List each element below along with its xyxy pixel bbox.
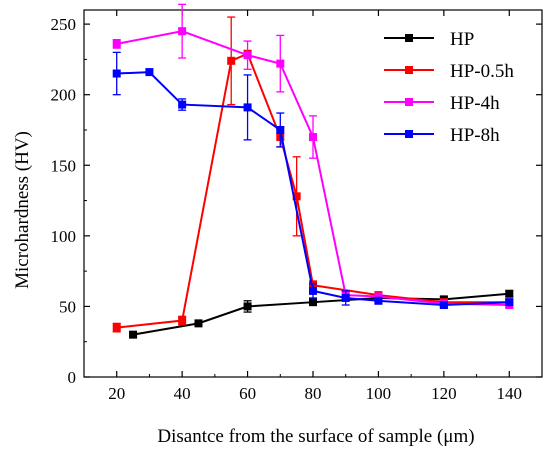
legend-item: HP <box>384 29 474 50</box>
series-layer <box>112 3 514 339</box>
data-point <box>374 292 383 301</box>
data-point <box>341 293 350 302</box>
data-point <box>178 100 187 109</box>
data-point <box>292 192 301 201</box>
data-point <box>145 68 154 77</box>
x-axis-title: Disantce from the surface of sample (μm) <box>157 426 474 447</box>
legend-item: HP-4h <box>384 93 500 114</box>
data-point <box>243 103 252 112</box>
data-point <box>505 289 514 298</box>
x-tick-label: 60 <box>239 384 256 403</box>
y-axis-title: Microhardness (HV) <box>12 131 33 289</box>
y-tick-label: 0 <box>68 368 77 387</box>
data-point <box>309 286 317 295</box>
series-line <box>116 71 510 307</box>
y-tick-label: 150 <box>51 156 77 175</box>
legend-marker <box>405 66 413 74</box>
data-point <box>129 330 138 339</box>
x-tick-label: 120 <box>431 384 457 403</box>
axes: 20 40 60 80 100 120 140 0 50 100 150 200 250 <box>51 9 543 403</box>
x-tick-label: 100 <box>366 384 392 403</box>
data-point <box>112 39 121 48</box>
data-point <box>112 323 121 332</box>
y-tick-label: 100 <box>51 227 77 246</box>
legend: HP HP-0.5h HP-4h HP-8h <box>384 29 514 146</box>
legend-label: HP <box>450 29 474 50</box>
x-tick-label: 140 <box>497 384 523 403</box>
data-point <box>194 319 203 328</box>
data-point <box>178 316 187 325</box>
legend-label: HP-8h <box>450 125 500 146</box>
data-point <box>505 298 514 307</box>
y-tick-label: 250 <box>51 15 77 34</box>
legend-marker <box>405 34 413 42</box>
data-point <box>243 302 252 311</box>
legend-label: HP-4h <box>450 93 500 114</box>
data-point <box>309 298 317 307</box>
y-tick-label: 50 <box>59 297 76 316</box>
data-point <box>243 51 252 60</box>
y-tick-label: 200 <box>51 86 77 105</box>
data-point <box>112 69 121 78</box>
data-point <box>374 296 383 305</box>
x-tick-label: 40 <box>174 384 191 403</box>
data-point <box>227 56 236 65</box>
data-point <box>439 301 448 310</box>
x-tick-label: 20 <box>108 384 125 403</box>
legend-marker <box>405 98 413 106</box>
legend-marker <box>405 130 413 138</box>
series-line <box>132 292 510 336</box>
series-hp-4h <box>112 3 514 310</box>
data-point <box>309 133 317 142</box>
series-hp-8h <box>112 51 514 310</box>
legend-item: HP-0.5h <box>384 61 514 82</box>
legend-item: HP-8h <box>384 125 500 146</box>
data-point <box>276 125 285 134</box>
x-tick-label: 80 <box>305 384 322 403</box>
data-point <box>178 27 187 36</box>
legend-label: HP-0.5h <box>450 61 514 82</box>
data-point <box>276 59 285 68</box>
